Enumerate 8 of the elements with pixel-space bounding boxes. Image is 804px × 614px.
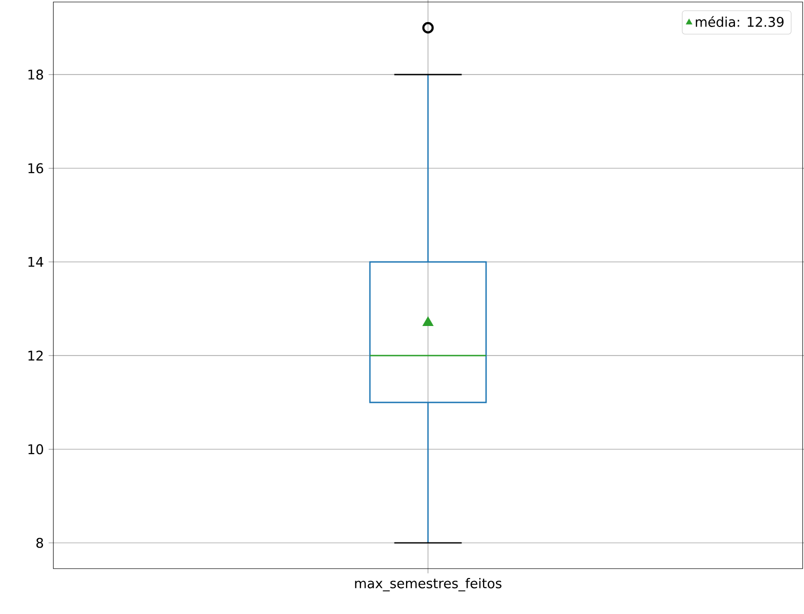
y-tick-label: 10 [28,444,44,454]
x-tick-label: max_semestres_feitos [355,578,502,592]
y-tick-label: 8 [36,538,44,548]
y-tick-label: 18 [28,70,44,80]
legend-label: média: 12.39 [696,16,784,27]
y-tick-label: 14 [28,257,44,267]
y-tick-label: 12 [28,350,43,361]
y-tick-label: 16 [28,163,44,174]
